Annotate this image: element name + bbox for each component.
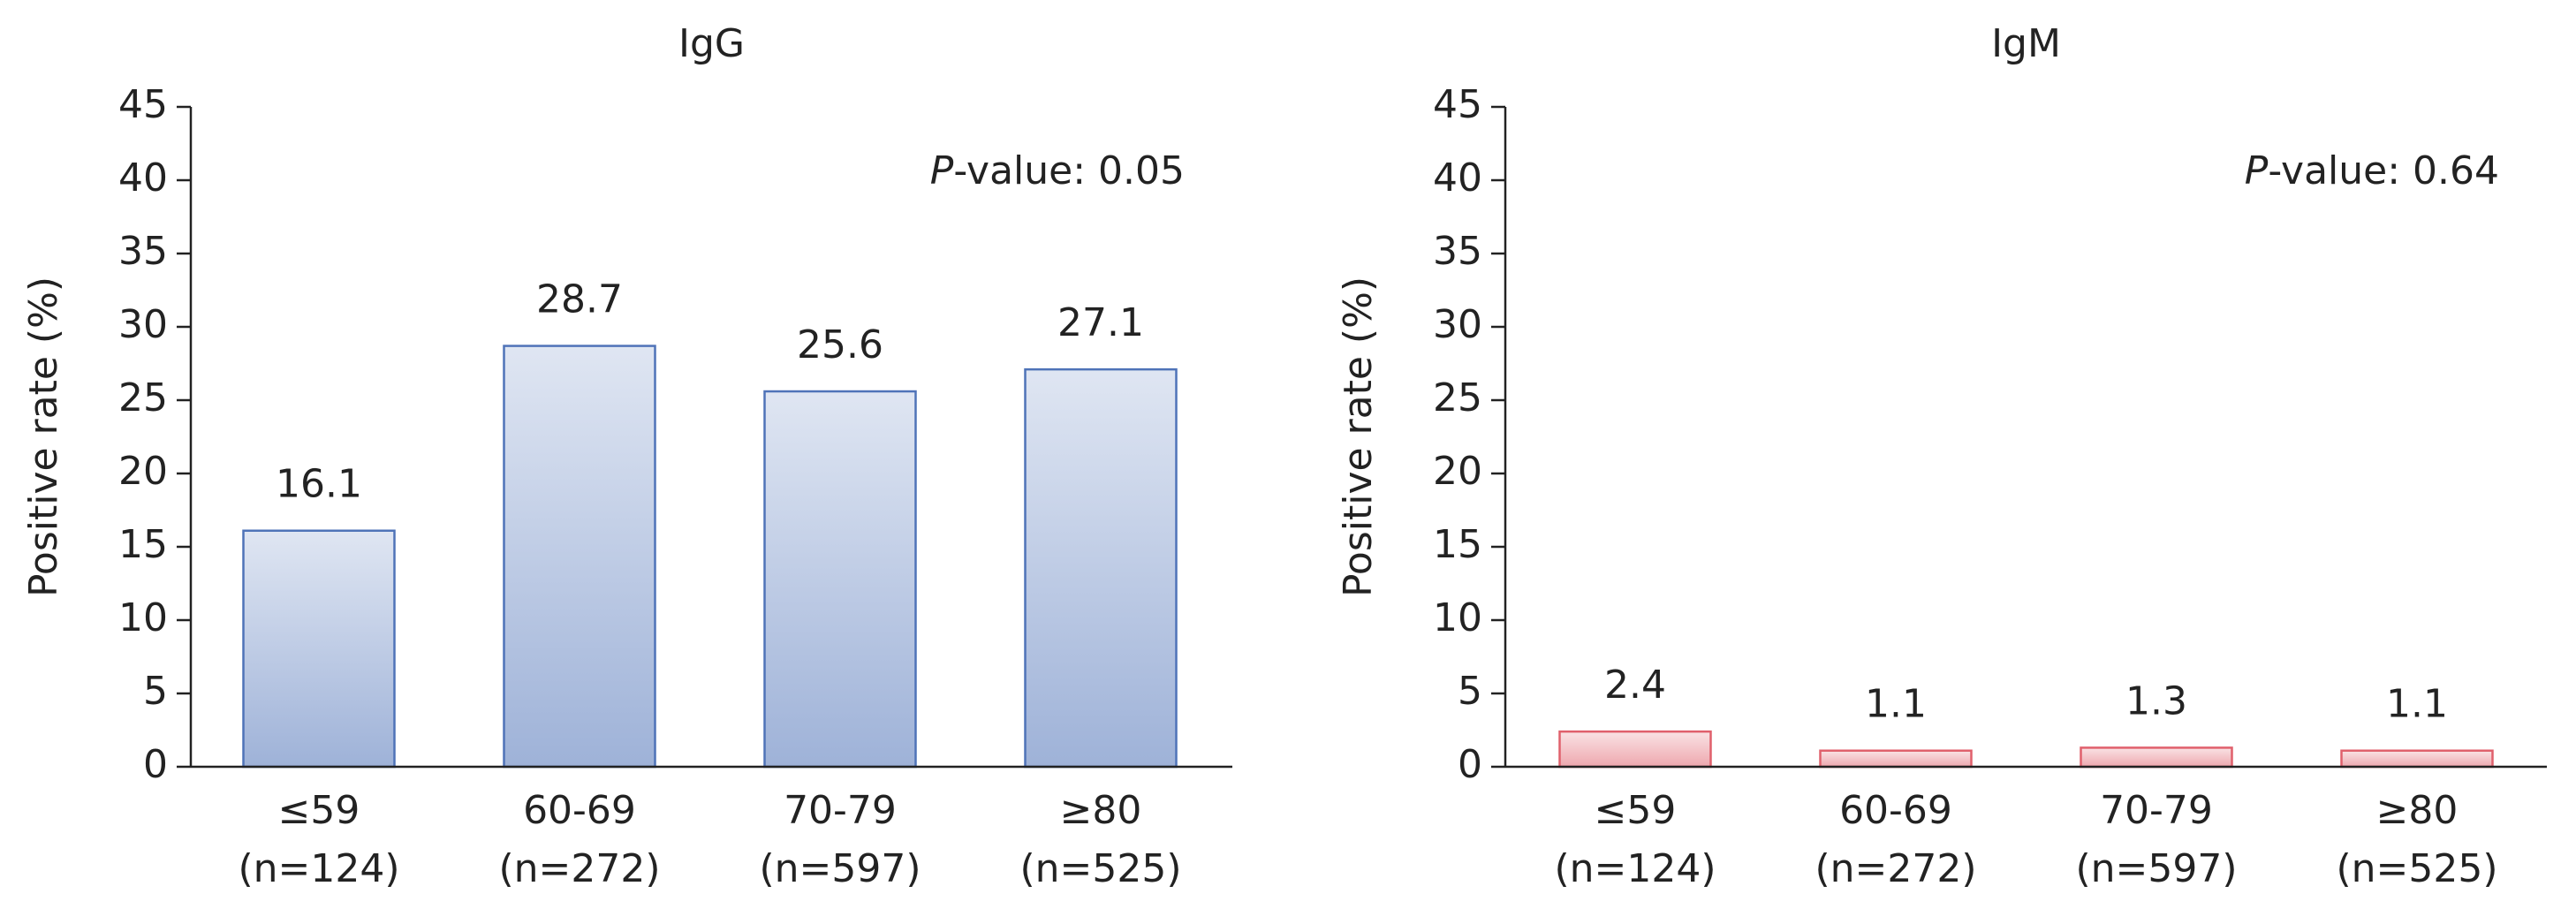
bar — [242, 529, 396, 769]
bar — [2340, 749, 2494, 769]
y-axis-label: Positive rate (%) — [1336, 276, 1381, 597]
y-tick-label: 5 — [1458, 669, 1482, 714]
value-label: 25.6 — [797, 322, 883, 367]
value-label: 1.1 — [2386, 682, 2448, 727]
value-label: 27.1 — [1057, 300, 1144, 345]
value-label: 1.3 — [2125, 678, 2187, 723]
y-tick-label: 15 — [118, 522, 168, 567]
y-tick-label: 35 — [1433, 229, 1482, 274]
x-tick-sublabel: (n=597) — [2075, 846, 2237, 891]
x-tick-label: 70-79 — [784, 788, 897, 833]
value-label: 1.1 — [1865, 682, 1927, 727]
y-tick-label: 10 — [118, 595, 168, 640]
y-tick-label: 40 — [1433, 155, 1482, 201]
bar — [2080, 746, 2233, 769]
chart-title: IgG — [678, 21, 745, 66]
value-label: 2.4 — [1604, 663, 1666, 708]
x-tick-label: 70-79 — [2100, 788, 2213, 833]
y-tick-label: 10 — [1433, 595, 1482, 640]
x-tick-sublabel: (n=272) — [1815, 846, 1976, 891]
y-tick-label: 40 — [118, 155, 168, 201]
x-tick-label: ≤59 — [1595, 788, 1677, 833]
y-tick-label: 5 — [143, 669, 168, 714]
y-tick-label: 45 — [1433, 82, 1482, 127]
x-tick-sublabel: (n=597) — [759, 846, 921, 891]
y-tick-label: 45 — [118, 82, 168, 127]
x-tick-label: ≥80 — [1060, 788, 1142, 833]
bar — [503, 345, 656, 769]
y-tick-label: 30 — [118, 302, 168, 347]
bar — [1819, 749, 1973, 769]
y-tick-label: 25 — [1433, 375, 1482, 420]
bar — [1024, 367, 1178, 769]
x-tick-sublabel: (n=272) — [498, 846, 660, 891]
value-label: 16.1 — [276, 462, 362, 507]
annotation: P-value: 0.05 — [930, 148, 1185, 193]
chart-title: IgM — [1991, 21, 2061, 66]
y-tick-label: 30 — [1433, 302, 1482, 347]
y-axis-label: Positive rate (%) — [21, 276, 66, 597]
y-tick-label: 20 — [1433, 449, 1482, 494]
y-tick-label: 0 — [143, 742, 168, 787]
y-tick-label: 15 — [1433, 522, 1482, 567]
x-tick-sublabel: (n=124) — [238, 846, 399, 891]
x-tick-label: ≤59 — [278, 788, 360, 833]
x-tick-label: 60-69 — [1839, 788, 1952, 833]
value-label: 28.7 — [536, 277, 623, 322]
x-tick-sublabel: (n=525) — [2336, 846, 2497, 891]
y-tick-label: 35 — [118, 229, 168, 274]
bar — [763, 390, 917, 769]
x-tick-sublabel: (n=124) — [1554, 846, 1716, 891]
y-tick-label: 20 — [118, 449, 168, 494]
x-tick-label: 60-69 — [523, 788, 636, 833]
x-tick-sublabel: (n=525) — [1019, 846, 1181, 891]
y-tick-label: 0 — [1458, 742, 1482, 787]
bar — [1558, 730, 1712, 769]
y-tick-label: 25 — [118, 375, 168, 420]
annotation: P-value: 0.64 — [2245, 148, 2499, 193]
x-tick-label: ≥80 — [2376, 788, 2459, 833]
